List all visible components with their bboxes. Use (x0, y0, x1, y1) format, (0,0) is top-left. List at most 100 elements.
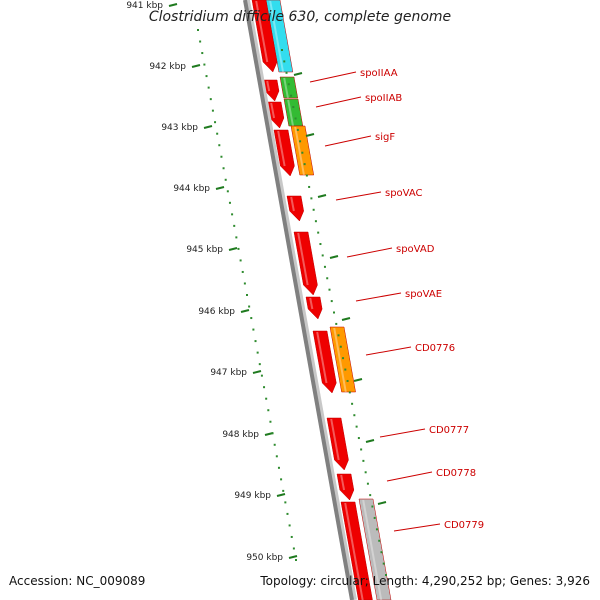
outer-track-dot (351, 402, 354, 405)
ruler-dot (284, 501, 287, 504)
outer-track-dot (283, 60, 286, 63)
outer-track-dot (369, 494, 372, 497)
outer-tick-mark (353, 378, 363, 382)
kbp-tick-mark (215, 186, 225, 190)
gene-leader-line (346, 247, 393, 258)
kbp-tick-mark (240, 309, 250, 313)
ruler-dot (271, 432, 274, 435)
gene-label: spoVAD (396, 244, 435, 255)
kbp-tick-mark (276, 493, 286, 497)
outer-track-dot (305, 174, 308, 177)
cds-arrow-shine (340, 474, 346, 491)
feature-bar-green (283, 98, 304, 127)
gene-label: CD0779 (444, 520, 484, 531)
outer-track-dot (362, 459, 365, 462)
ruler-dot (231, 213, 234, 216)
feature-bar-orange-shine (294, 126, 305, 176)
ruler-dot (260, 374, 263, 377)
ruler-dot (277, 466, 280, 469)
ruler-dot (209, 98, 212, 101)
gene-label: spoIIAB (365, 93, 402, 104)
kbp-tick-mark (168, 3, 178, 7)
gene-label: CD0778 (436, 468, 476, 479)
outer-track-dot (296, 128, 299, 131)
cds-arrow-shine (330, 418, 340, 461)
ruler-dot (205, 75, 208, 78)
outer-track-dot (328, 288, 331, 291)
genome-summary-text: Topology: circular; Length: 4,290,252 bp… (260, 574, 590, 588)
cds-arrow-shine (270, 102, 276, 119)
kbp-tick-label: 944 kbp (173, 184, 210, 194)
ruler-dot (267, 409, 270, 412)
outer-track-dot (353, 414, 356, 417)
outer-track-dot (378, 539, 381, 542)
outer-track-dot (344, 368, 347, 371)
ruler-dot (290, 535, 293, 538)
accession-text: Accession: NC_009089 (9, 574, 146, 588)
kbp-tick-label: 941 kbp (126, 1, 163, 11)
ruler-dot (248, 305, 251, 308)
outer-track-dot (342, 357, 345, 360)
ruler-dot (239, 259, 242, 262)
ruler-dot (207, 86, 210, 89)
outer-track-dot (319, 243, 322, 246)
outer-track-dot (281, 49, 283, 51)
ruler-dot (243, 282, 246, 285)
ruler-dot (252, 328, 255, 331)
kbp-tick-label: 945 kbp (186, 245, 223, 255)
feature-bar-green-shine (287, 99, 294, 127)
kbp-tick-mark (288, 555, 298, 559)
gene-leader-line (315, 96, 362, 108)
ruler-dot (214, 121, 217, 124)
outer-tick-mark (377, 501, 387, 505)
ruler-dot (265, 397, 268, 400)
ruler-dot (218, 144, 221, 147)
ruler-dot (275, 455, 278, 458)
outer-track-dot (294, 117, 297, 120)
cds-arrow (286, 195, 304, 222)
ruler-dot (216, 132, 219, 135)
ruler-dot (258, 363, 261, 366)
cds-arrow-shine (290, 196, 295, 212)
ruler-dot (235, 236, 238, 239)
outer-track-dot (287, 83, 290, 86)
gene-leader-line (386, 471, 433, 482)
outer-track-dot (333, 311, 335, 314)
ruler-dot (282, 489, 285, 492)
ruler-dot (197, 29, 199, 31)
outer-track-dot (323, 265, 326, 268)
cds-track (251, 0, 373, 600)
cds-arrow-shine (255, 0, 269, 63)
cds-arrow (273, 129, 295, 177)
outer-track-dot (299, 140, 302, 143)
feature-bar-orange-shine (333, 327, 347, 393)
ruler-dot (222, 167, 225, 170)
ruler-dot (211, 109, 214, 112)
cds-arrow-shine (266, 80, 271, 92)
outer-track-dot (373, 516, 376, 519)
feature-bar-cyan-shine (269, 0, 285, 73)
ruler-dot (201, 52, 204, 55)
gene-leader-line (309, 71, 357, 83)
ruler-dot (288, 524, 291, 527)
outer-track-dot (337, 334, 340, 337)
ruler-dot (250, 317, 253, 320)
outer-tick-mark (365, 439, 375, 443)
outer-track-dot (371, 505, 374, 508)
ruler-dot (233, 224, 236, 227)
kbp-tick-label: 948 kbp (222, 430, 259, 440)
outer-track-dot (285, 71, 288, 74)
gene-label: sigF (375, 132, 395, 143)
feature-bar-orange (290, 125, 315, 176)
gene-label: spoIIAA (360, 68, 398, 79)
outer-ticks (281, 49, 387, 576)
feature-bar-green-shine (283, 77, 289, 99)
gene-label: spoVAC (385, 188, 423, 199)
ruler-dot (280, 478, 283, 481)
outer-track-dot (357, 437, 360, 440)
cds-arrow (305, 296, 323, 320)
cds-arrow (293, 231, 318, 296)
feature-bar-gray (358, 498, 392, 600)
outer-track-dot (360, 448, 363, 451)
